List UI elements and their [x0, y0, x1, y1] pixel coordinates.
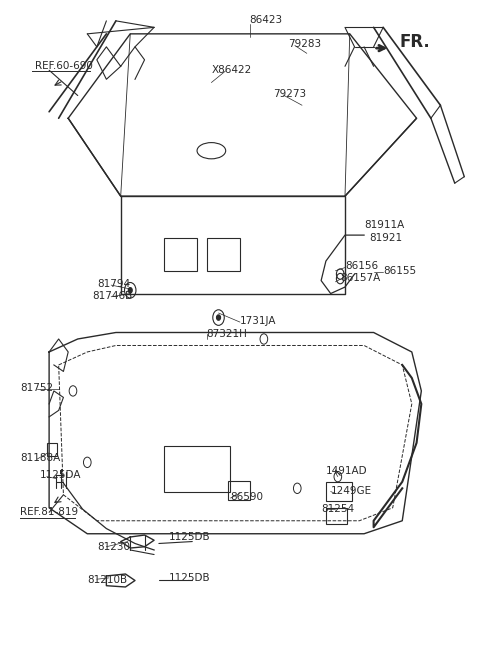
Text: 1491AD: 1491AD	[326, 466, 368, 477]
Circle shape	[216, 315, 220, 320]
Text: 86590: 86590	[230, 492, 264, 502]
Bar	[228, 481, 250, 500]
Text: 1249GE: 1249GE	[331, 486, 372, 496]
Circle shape	[128, 288, 132, 293]
Text: 81911A: 81911A	[364, 220, 404, 230]
Bar	[47, 443, 57, 456]
Text: 79283: 79283	[288, 38, 321, 49]
Text: 86423: 86423	[250, 14, 283, 25]
Text: 1125DB: 1125DB	[168, 532, 210, 542]
Text: 87321H: 87321H	[206, 329, 248, 339]
Text: 79273: 79273	[274, 89, 307, 98]
Text: 86156: 86156	[345, 261, 378, 271]
Bar	[206, 239, 240, 271]
Text: 81254: 81254	[321, 504, 354, 514]
Text: 1731JA: 1731JA	[240, 316, 276, 326]
Text: 1125DA: 1125DA	[39, 470, 81, 481]
Text: 86155: 86155	[383, 266, 416, 276]
Text: 81921: 81921	[369, 233, 402, 243]
Text: 81794: 81794	[97, 279, 130, 289]
Bar	[326, 508, 348, 524]
Bar	[326, 482, 352, 501]
Text: 81230: 81230	[97, 542, 130, 552]
Text: 81746B: 81746B	[92, 291, 132, 301]
Text: REF.60-690: REF.60-690	[35, 61, 93, 71]
Text: REF.81-819: REF.81-819	[21, 507, 79, 517]
Text: 81752: 81752	[21, 383, 54, 393]
Text: FR.: FR.	[400, 33, 431, 51]
Text: 86157A: 86157A	[340, 273, 381, 283]
Bar	[164, 446, 230, 492]
Bar	[164, 239, 197, 271]
Text: 81188A: 81188A	[21, 453, 61, 464]
Text: 1125DB: 1125DB	[168, 573, 210, 583]
Text: 81210B: 81210B	[87, 576, 127, 585]
Text: X86422: X86422	[211, 65, 252, 74]
